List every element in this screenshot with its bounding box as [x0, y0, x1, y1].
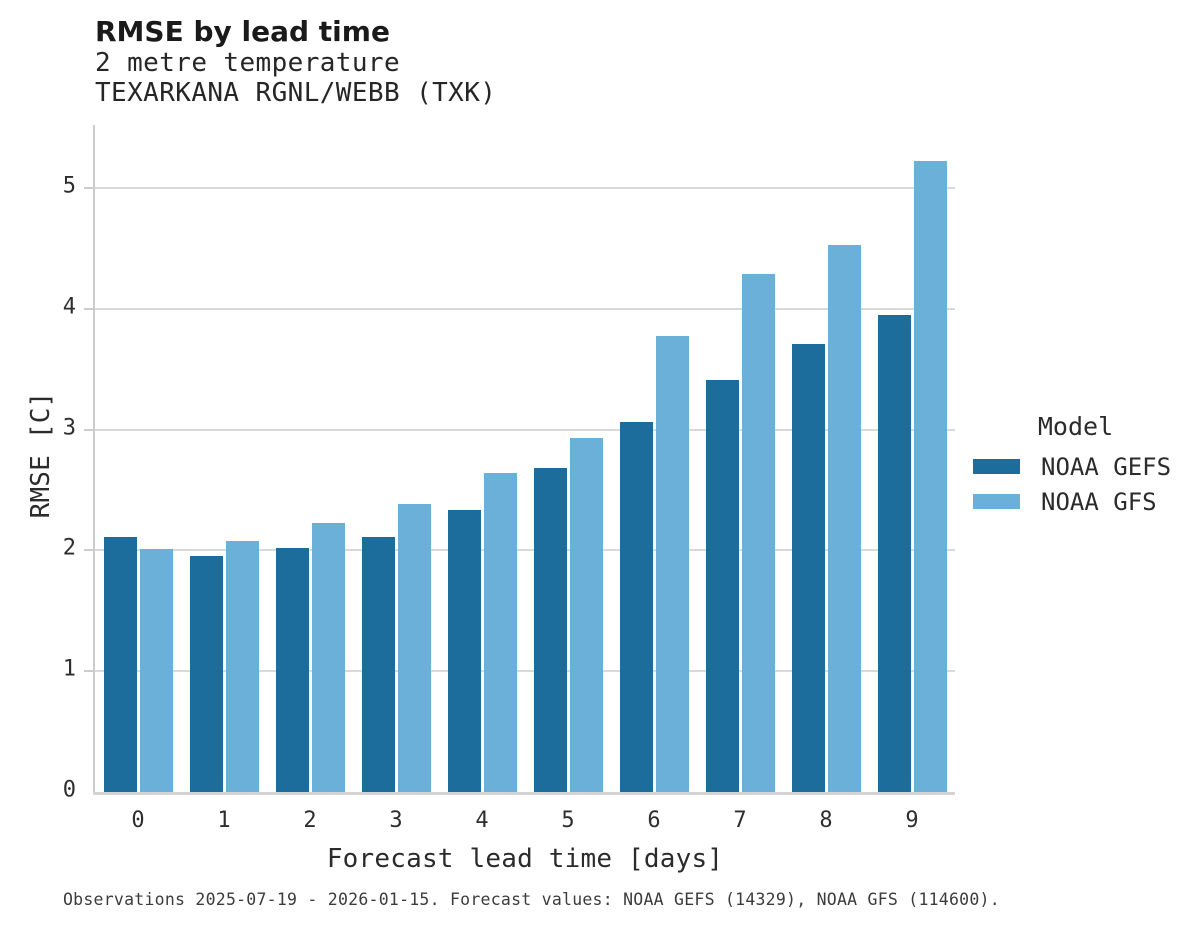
x-axis-spine: [93, 792, 955, 795]
plot-area: [84, 125, 955, 795]
bar-noaa-gefs-lead-8: [791, 343, 825, 792]
bar-noaa-gfs-lead-6: [655, 336, 689, 792]
legend: Model NOAA GEFS NOAA GFS: [973, 412, 1178, 519]
x-tick-label-7: 7: [733, 808, 747, 833]
legend-swatch-noaa-gefs: [973, 459, 1020, 474]
gridline-y-4: [95, 307, 955, 310]
bar-group-lead-1: [181, 125, 267, 792]
bar-group-lead-9: [869, 125, 955, 792]
chart-subtitle-variable: 2 metre temperature: [95, 48, 401, 78]
bar-noaa-gfs-lead-1: [225, 540, 259, 792]
bar-series-container: [95, 125, 955, 792]
x-axis-label: Forecast lead time [days]: [326, 844, 724, 874]
gridline-y-5: [95, 186, 955, 189]
legend-items: NOAA GEFS NOAA GFS: [973, 449, 1178, 519]
legend-item-noaa-gfs: NOAA GFS: [973, 484, 1178, 519]
y-tick-label-2: 2: [62, 536, 76, 562]
bar-group-lead-5: [525, 125, 611, 792]
bar-group-lead-2: [267, 125, 353, 792]
bar-noaa-gfs-lead-5: [569, 437, 603, 792]
bar-noaa-gefs-lead-3: [361, 537, 395, 792]
bar-group-lead-4: [439, 125, 525, 792]
y-tick-mark-2: [84, 549, 93, 552]
gridline-y-3: [95, 428, 955, 431]
bar-noaa-gfs-lead-4: [483, 473, 517, 792]
x-tick-label-0: 0: [131, 808, 145, 833]
x-tick-label-8: 8: [819, 808, 833, 833]
bar-noaa-gfs-lead-0: [139, 549, 173, 792]
bar-noaa-gfs-lead-8: [827, 244, 861, 792]
x-tick-label-3: 3: [389, 808, 403, 833]
bar-group-lead-3: [353, 125, 439, 792]
legend-title: Model: [1037, 412, 1114, 441]
y-tick-mark-5: [84, 186, 93, 189]
legend-swatch-noaa-gfs: [973, 494, 1020, 509]
legend-label-noaa-gfs: NOAA GFS: [1041, 487, 1157, 516]
chart-header: RMSE by lead time 2 metre temperature TE…: [95, 15, 497, 109]
bar-noaa-gefs-lead-7: [705, 379, 739, 792]
y-axis-spine: [93, 125, 95, 795]
x-tick-label-9: 9: [905, 808, 919, 833]
bar-group-lead-7: [697, 125, 783, 792]
bar-noaa-gefs-lead-9: [877, 314, 911, 792]
bar-noaa-gefs-lead-6: [619, 422, 653, 792]
bar-noaa-gefs-lead-5: [533, 468, 567, 792]
bar-noaa-gefs-lead-4: [447, 510, 481, 792]
gridline-y-2: [95, 549, 955, 552]
x-axis-tick-labels: 0 1 2 3 4 5 6 7 8 9: [95, 808, 955, 833]
legend-label-noaa-gefs: NOAA GEFS: [1041, 452, 1172, 481]
bar-group-lead-6: [611, 125, 697, 792]
y-tick-mark-4: [84, 307, 93, 310]
x-tick-label-4: 4: [475, 808, 489, 833]
x-tick-label-2: 2: [303, 808, 317, 833]
y-tick-label-4: 4: [62, 294, 76, 320]
bar-noaa-gfs-lead-9: [913, 161, 947, 792]
footer-note: Observations 2025-07-19 - 2026-01-15. Fo…: [63, 890, 1000, 909]
bar-noaa-gfs-lead-7: [741, 273, 775, 792]
y-axis-tick-labels: 0 1 2 3 4 5: [0, 125, 76, 801]
y-tick-mark-1: [84, 670, 93, 673]
y-tick-label-1: 1: [62, 656, 76, 682]
y-tick-label-5: 5: [62, 173, 76, 199]
bar-noaa-gefs-lead-2: [275, 547, 309, 792]
bar-noaa-gefs-lead-0: [103, 537, 137, 792]
x-tick-label-5: 5: [561, 808, 575, 833]
legend-item-noaa-gefs: NOAA GEFS: [973, 449, 1178, 484]
x-tick-label-6: 6: [647, 808, 661, 833]
chart-title: RMSE by lead time: [95, 15, 390, 48]
bar-noaa-gefs-lead-1: [189, 556, 223, 792]
y-tick-mark-3: [84, 428, 93, 431]
bar-group-lead-8: [783, 125, 869, 792]
gridline-y-1: [95, 670, 955, 673]
bar-noaa-gfs-lead-3: [397, 504, 431, 792]
y-tick-label-0: 0: [62, 777, 76, 803]
bar-group-lead-0: [95, 125, 181, 792]
x-tick-label-1: 1: [217, 808, 231, 833]
y-tick-label-3: 3: [62, 415, 76, 441]
bar-noaa-gfs-lead-2: [311, 522, 345, 792]
chart-subtitle-station: TEXARKANA RGNL/WEBB (TXK): [95, 78, 497, 108]
